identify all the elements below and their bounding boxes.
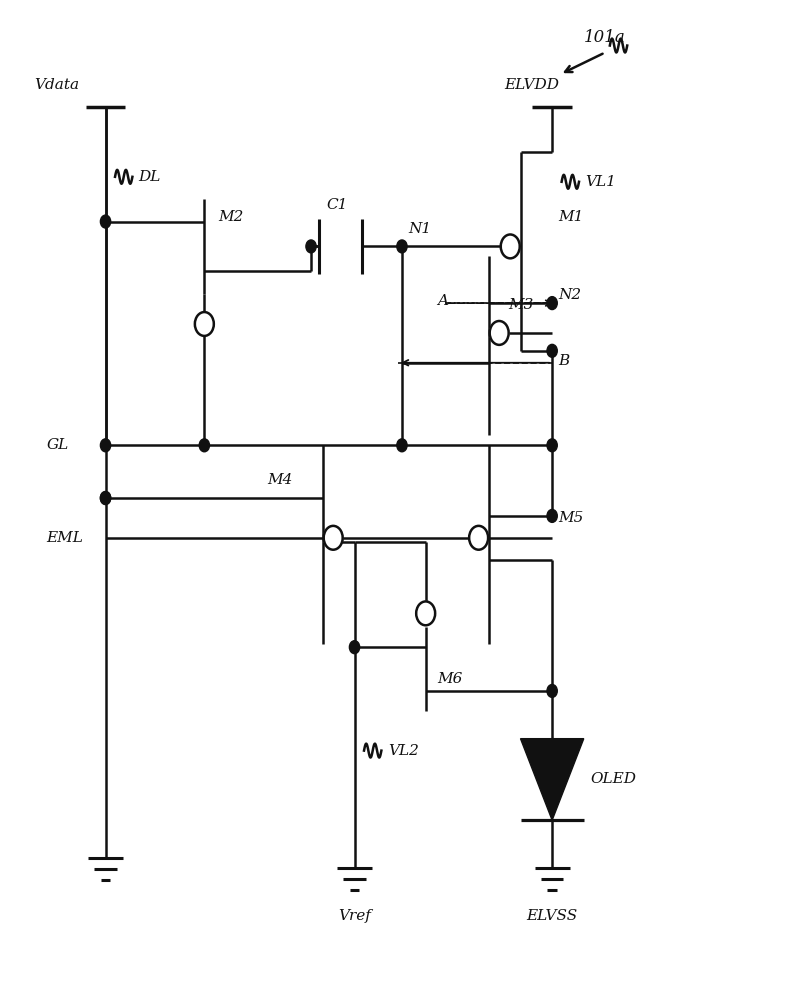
- Circle shape: [100, 492, 111, 504]
- Text: Vdata: Vdata: [34, 78, 80, 92]
- Text: ELVSS: ELVSS: [526, 909, 578, 923]
- Text: M5: M5: [559, 511, 583, 525]
- Text: OLED: OLED: [590, 772, 636, 786]
- Polygon shape: [521, 739, 583, 820]
- Text: EML: EML: [46, 531, 83, 545]
- Text: N2: N2: [559, 288, 582, 302]
- Circle shape: [100, 439, 111, 452]
- Circle shape: [547, 684, 557, 697]
- Text: M6: M6: [438, 672, 463, 686]
- Circle shape: [100, 492, 111, 504]
- Circle shape: [199, 439, 209, 452]
- Text: GL: GL: [46, 438, 68, 452]
- Circle shape: [490, 321, 509, 345]
- Circle shape: [501, 234, 520, 258]
- Circle shape: [349, 641, 360, 654]
- Circle shape: [416, 601, 435, 625]
- Text: ELVDD: ELVDD: [505, 78, 560, 92]
- Circle shape: [195, 312, 214, 336]
- Text: VL1: VL1: [585, 175, 616, 189]
- Text: B: B: [559, 354, 570, 368]
- Circle shape: [547, 439, 557, 452]
- Circle shape: [100, 215, 111, 228]
- Text: 101a: 101a: [583, 29, 626, 46]
- Text: N1: N1: [408, 222, 431, 236]
- Circle shape: [324, 526, 342, 550]
- Circle shape: [547, 344, 557, 357]
- Text: M2: M2: [219, 210, 244, 224]
- Circle shape: [547, 297, 557, 310]
- Circle shape: [397, 240, 407, 253]
- Text: A: A: [438, 294, 448, 308]
- Text: VL2: VL2: [388, 744, 419, 758]
- Circle shape: [306, 240, 316, 253]
- Circle shape: [397, 439, 407, 452]
- Text: Vref: Vref: [338, 909, 371, 923]
- Text: M4: M4: [267, 473, 293, 487]
- Text: M1: M1: [559, 210, 583, 224]
- Circle shape: [469, 526, 488, 550]
- Circle shape: [547, 509, 557, 522]
- Text: DL: DL: [139, 170, 161, 184]
- Text: C1: C1: [326, 198, 347, 212]
- Text: M3: M3: [509, 298, 534, 312]
